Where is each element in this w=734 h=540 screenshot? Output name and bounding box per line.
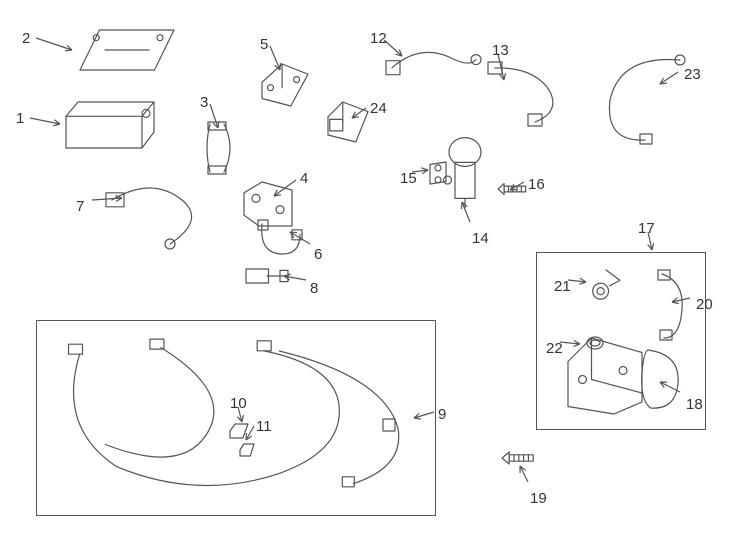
- part-canister: [60, 96, 160, 154]
- part-clip-10: [226, 420, 252, 442]
- part-hose-3: [200, 118, 240, 178]
- part-heat-shield: [72, 22, 182, 78]
- callout-1: 1: [16, 110, 24, 127]
- callout-9: 9: [438, 406, 446, 423]
- part-fitting-21: [588, 266, 624, 302]
- callout-17: 17: [638, 220, 655, 237]
- callout-16: 16: [528, 176, 545, 193]
- callout-3: 3: [200, 94, 208, 111]
- part-sensor-12: [384, 38, 484, 92]
- part-hose-20: [650, 266, 690, 344]
- part-hose-assy-9: [50, 334, 420, 504]
- part-sensor-13: [480, 60, 580, 130]
- part-connector-8: [242, 262, 292, 290]
- callout-6: 6: [314, 246, 322, 263]
- callout-19: 19: [530, 490, 547, 507]
- part-clip-11: [236, 440, 258, 460]
- part-hose-23: [590, 50, 690, 150]
- part-bracket-5: [256, 58, 314, 112]
- callout-4: 4: [300, 170, 308, 187]
- callout-14: 14: [472, 230, 489, 247]
- callout-8: 8: [310, 280, 318, 297]
- part-gasket-15: [424, 156, 452, 190]
- part-hose-6: [254, 216, 306, 262]
- callout-15: 15: [400, 170, 417, 187]
- callout-13: 13: [492, 42, 509, 59]
- part-sensor-24: [322, 96, 374, 148]
- part-gasket-18: [636, 344, 684, 414]
- callout-7: 7: [76, 198, 84, 215]
- part-bolt-16: [494, 180, 530, 198]
- part-oring-22: [584, 334, 606, 352]
- callout-5: 5: [260, 36, 268, 53]
- callout-2: 2: [22, 30, 30, 47]
- part-sensor-hose-7: [104, 172, 224, 252]
- part-bolt-19: [498, 448, 538, 468]
